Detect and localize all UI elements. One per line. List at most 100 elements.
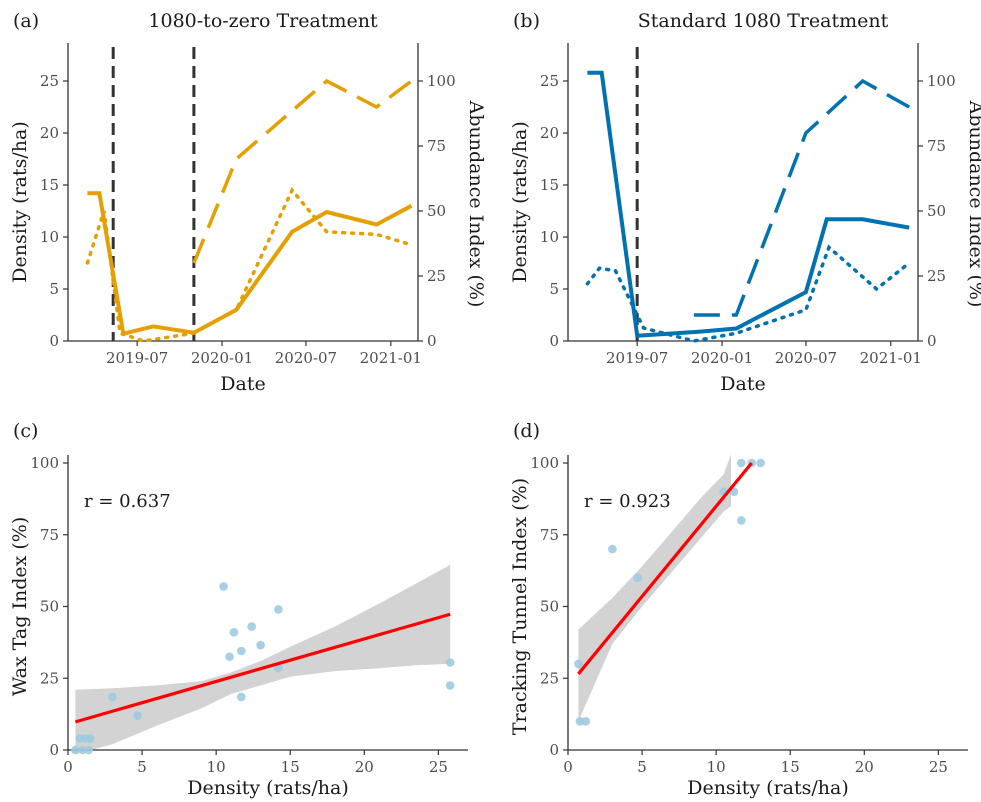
data-point [247,622,256,631]
y-tick-label: 10 [40,228,59,246]
panel-a: 0 5 10 15 20 25 0 25 50 75 100 2019-07 2020-01 2020-0… [9,10,487,395]
y-tick-label: 100 [530,454,559,472]
data-point [225,652,234,661]
confidence-band [75,564,451,755]
x-tick-label: 10 [707,758,726,776]
data-point [71,745,80,755]
y-tick-label: 20 [540,124,559,142]
y2-tick-label: 100 [427,72,456,90]
panel-d: 0 25 50 75 100 0 5 10 15 20 25 r = 0.923 (d) Density … [509,420,968,799]
x-tick-label: 15 [781,758,800,776]
x-tick-label: 2019-07 [606,349,668,367]
x-tick-label: 2020-01 [191,349,253,367]
x-tick-label: 5 [637,758,647,776]
data-point [78,745,88,755]
data-point [445,681,455,690]
y-tick-label: 0 [49,741,59,759]
y2-tick-label: 25 [927,267,946,285]
x-tick-label: 2020-01 [691,349,753,367]
y-tick-label: 75 [540,526,559,544]
x-tick-label: 20 [355,758,374,776]
x-tick-label: 0 [563,758,573,776]
y-axis-label: Wax Tag Index (%) [9,517,31,696]
y2-tick-label: 75 [427,137,446,155]
data-point [229,628,239,637]
y-tick-label: 0 [549,332,559,350]
data-point [274,605,283,614]
x-tick-label: 2019-07 [106,349,168,367]
data-point [581,717,591,726]
y-tick-label: 50 [40,598,59,616]
x-axis-label: Date [720,373,765,395]
data-point [756,458,765,468]
series-dot-line [85,186,414,343]
y2-tick-label: 50 [927,202,946,220]
x-tick-label: 20 [855,758,874,776]
x-tick-label: 5 [137,758,147,776]
panel-c: 0 25 50 75 100 0 5 10 15 20 25 r = 0.637 (c) Density … [9,420,468,799]
panel-label: (a) [13,10,39,32]
data-point [108,692,117,702]
y2-tick-label: 75 [927,137,946,155]
x-tick-label: 10 [207,758,226,776]
data-point [219,582,228,591]
series-dot-line [585,244,911,343]
y-axis-label: Density (rats/ha) [509,121,531,283]
y-tick-label: 20 [40,124,59,142]
y2-tick-label: 0 [927,332,937,350]
data-point [608,544,617,554]
y2-tick-label: 100 [927,72,956,90]
data-point [237,692,246,702]
y2-tick-label: 50 [427,202,446,220]
data-point [133,711,142,720]
y-axis-label: Tracking Tunnel Index (%) [509,478,531,735]
y-tick-label: 25 [540,669,559,687]
data-point [445,658,455,667]
correlation-annotation: r = 0.923 [584,491,671,512]
x-axis-label: Density (rats/ha) [687,777,849,799]
panel-label: (b) [513,10,540,32]
confidence-band [578,454,731,722]
y2-axis-label: Abundance Index (%) [465,100,487,308]
y-tick-label: 0 [49,332,59,350]
y-tick-label: 0 [549,741,559,759]
x-tick-label: 2020-07 [775,349,837,367]
y-tick-label: 100 [30,454,59,472]
x-axis-label: Date [220,373,265,395]
y-tick-label: 25 [40,72,59,90]
data-point [633,573,642,583]
y-tick-label: 5 [549,280,559,298]
x-tick-label: 2020-07 [275,349,337,367]
series-dash-line [693,78,911,317]
panel-title: 1080-to-zero Treatment [148,10,378,32]
x-tick-label: 15 [281,758,300,776]
x-tick-label: 0 [63,758,73,776]
y-tick-label: 25 [40,669,59,687]
data-point [737,516,746,525]
regression-line [577,461,753,675]
data-point [274,663,283,673]
regression-line [74,612,451,724]
data-point [575,717,585,726]
data-point [237,646,246,656]
x-tick-label: 2021-01 [860,349,922,367]
y-axis-label: Density (rats/ha) [9,121,31,283]
x-tick-label: 2021-01 [360,349,422,367]
y-tick-label: 15 [540,176,559,194]
x-axis-label: Density (rats/ha) [187,777,349,799]
panel-label: (c) [13,420,38,442]
series-dash-line [192,78,413,264]
y-tick-label: 10 [540,228,559,246]
y2-tick-label: 0 [427,332,437,350]
data-point [85,734,95,743]
panel-label: (d) [513,420,540,442]
panel-title: Standard 1080 Treatment [638,10,889,32]
y-tick-label: 15 [40,176,59,194]
series-solid-line [587,70,910,338]
panel-b: 0 5 10 15 20 25 0 25 50 75 100 2019-07 2020-01 2020-0… [509,10,981,395]
y2-tick-label: 25 [427,267,446,285]
y-tick-label: 25 [540,72,559,90]
correlation-annotation: r = 0.637 [84,491,171,512]
data-point [75,734,85,743]
